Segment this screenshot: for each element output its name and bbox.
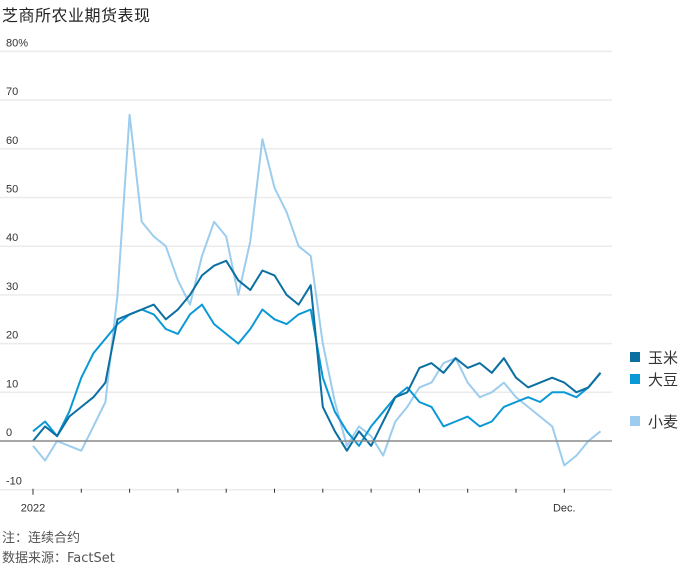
legend-item-corn: 玉米: [630, 346, 699, 368]
source-note: 数据来源：FactSet: [2, 551, 115, 566]
y-tick-label: 60: [6, 135, 18, 147]
data-series: [32, 113, 602, 467]
legend-item-soybean: 大豆: [630, 368, 699, 390]
y-tick-label: 0: [6, 427, 12, 439]
y-tick-label: 50: [6, 184, 18, 196]
y-tick-label: -10: [6, 476, 22, 488]
legend-label-corn: 玉米: [648, 348, 679, 367]
x-tick-label: 2022: [21, 503, 45, 515]
y-axis-ticks: -10 0 10 20 30 40 50 60 70 80%: [6, 37, 28, 487]
legend-item-wheat: 小麦: [630, 410, 699, 432]
y-tick-label: 80%: [6, 37, 28, 49]
x-axis: 2022 Dec.: [21, 488, 576, 515]
legend-label-wheat: 小麦: [648, 412, 679, 431]
legend-swatch-soybean: [630, 374, 640, 384]
gridlines: [0, 50, 612, 491]
legend-swatch-corn: [630, 352, 640, 362]
y-tick-label: 70: [6, 86, 18, 98]
y-tick-label: 20: [6, 330, 18, 342]
series-line-wheat: [32, 113, 602, 467]
x-tick-label: Dec.: [553, 503, 576, 515]
footnote: 注：连续合约: [2, 531, 81, 546]
y-tick-label: 30: [6, 281, 18, 293]
chart-title: 芝商所农业期货表现: [2, 6, 151, 25]
y-tick-label: 40: [6, 232, 18, 244]
legend-label-soybean: 大豆: [648, 370, 679, 389]
legend-swatch-wheat: [630, 416, 640, 426]
legend: 玉米 大豆 小麦: [630, 346, 699, 432]
y-tick-label: 10: [6, 378, 18, 390]
series-line-corn: [32, 259, 602, 452]
